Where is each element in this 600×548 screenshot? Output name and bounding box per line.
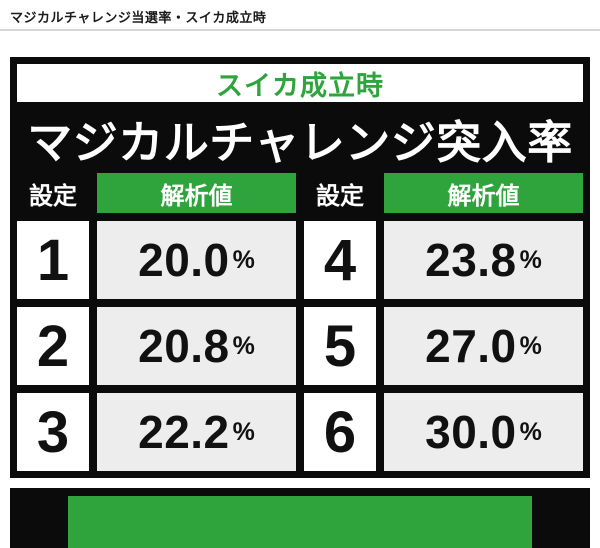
col-header-setting-left: 設定 [17, 173, 89, 213]
value-number: 20.8 [138, 320, 230, 372]
value-number: 20.0 [138, 234, 230, 286]
value-cell-3: 22.2% [97, 393, 296, 471]
value-number: 23.8 [425, 234, 517, 286]
col-header-setting-right: 設定 [304, 173, 376, 213]
data-grid: 設定 解析値 設定 解析値 1 20.0% 4 23.8% 2 20.8% 5 … [17, 173, 583, 471]
next-section-block [10, 488, 590, 548]
setting-cell-1: 1 [17, 221, 89, 299]
value-cell-2: 20.8% [97, 307, 296, 385]
value-number: 22.2 [138, 406, 230, 458]
setting-cell-5: 5 [304, 307, 376, 385]
next-section-header-bar [68, 496, 532, 548]
section-header-suika: スイカ成立時 [17, 64, 583, 102]
percent-sign: % [519, 417, 542, 446]
setting-cell-2: 2 [17, 307, 89, 385]
percent-sign: % [519, 331, 542, 360]
value-cell-4: 23.8% [384, 221, 583, 299]
setting-cell-6: 6 [304, 393, 376, 471]
win-rate-table: スイカ成立時 マジカルチャレンジ突入率 設定 解析値 設定 解析値 1 20.0… [10, 57, 590, 478]
value-cell-1: 20.0% [97, 221, 296, 299]
col-header-value-left: 解析値 [97, 173, 296, 213]
percent-sign: % [232, 417, 255, 446]
percent-sign: % [232, 245, 255, 274]
percent-sign: % [519, 245, 542, 274]
value-number: 27.0 [425, 320, 517, 372]
setting-cell-4: 4 [304, 221, 376, 299]
value-number: 30.0 [425, 406, 517, 458]
value-cell-5: 27.0% [384, 307, 583, 385]
value-cell-6: 30.0% [384, 393, 583, 471]
page-title: マジカルチャレンジ当選率・スイカ成立時 [10, 10, 267, 25]
table-title: マジカルチャレンジ突入率 [17, 109, 583, 168]
col-header-value-right: 解析値 [384, 173, 583, 213]
title-divider [0, 29, 600, 31]
percent-sign: % [232, 331, 255, 360]
setting-cell-3: 3 [17, 393, 89, 471]
